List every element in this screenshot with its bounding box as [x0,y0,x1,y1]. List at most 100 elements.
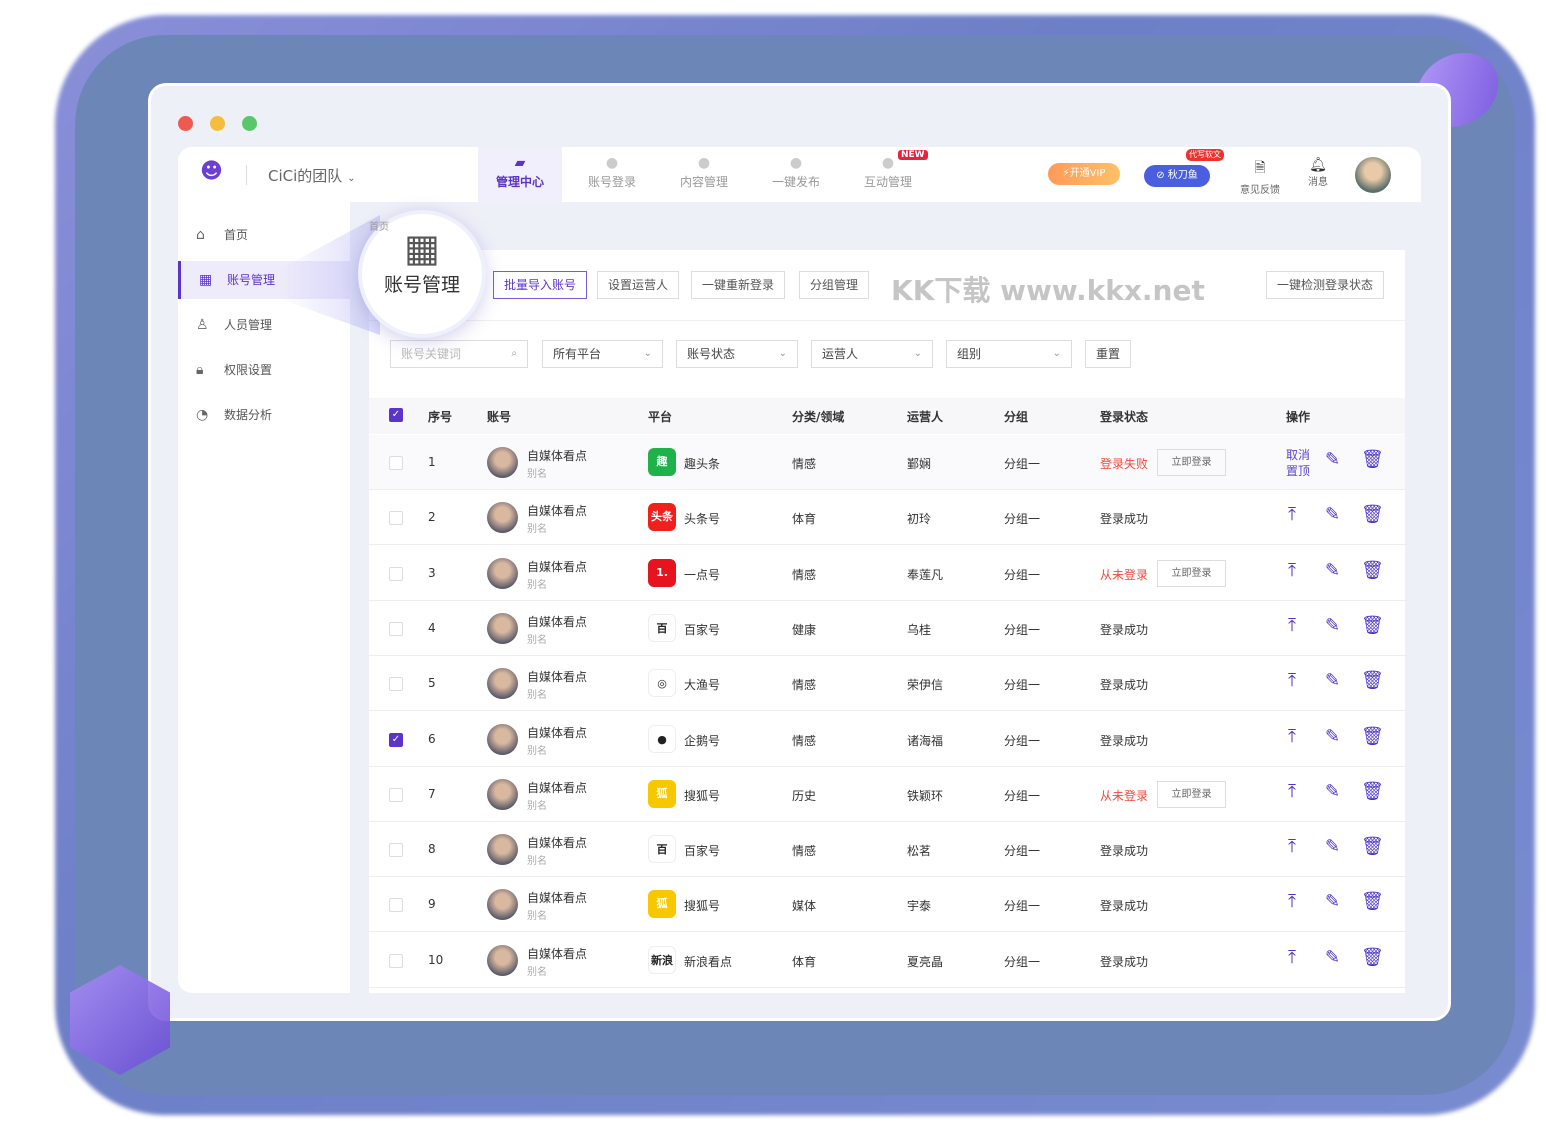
pin-to-top-icon[interactable]: ⤒ [1288,891,1296,913]
sidebar-item-home[interactable]: ⌂ 首页 [178,216,350,254]
operator-select[interactable]: 运营人 ⌄ [811,340,933,368]
robot-logo-icon: ☻ [200,159,223,184]
pin-to-top-icon[interactable]: ⤒ [1288,780,1296,802]
status-select[interactable]: 账号状态 ⌄ [676,340,798,368]
sidebar-item-analytics[interactable]: ◔ 数据分析 [178,396,350,434]
pin-to-top-icon[interactable]: ⤒ [1288,946,1296,968]
account-name[interactable]: 自媒体看点 [527,504,588,519]
tab-management-center[interactable]: ▰ 管理中心 [478,147,562,202]
account-avatar [487,778,518,810]
maximize-window-button[interactable] [242,116,257,131]
tab-one-click-publish[interactable]: ● 一键发布 [754,147,838,202]
pin-to-top-icon[interactable]: ⤒ [1288,614,1296,636]
platform-logo-icon: 百 [648,835,676,864]
login-now-button[interactable]: 立即登录 [1157,780,1226,808]
vip-button[interactable]: ⚡开通VIP [1048,163,1120,185]
tab-account-login[interactable]: ● 账号登录 [570,147,654,202]
group: 分组一 [1004,457,1041,471]
team-switcher[interactable]: CiCi的团队 ⌄ [268,165,355,186]
trash-icon[interactable]: 🗑︎ [1361,449,1384,470]
cancel-pin-button[interactable]: 取消置顶 [1286,448,1311,478]
edit-icon[interactable]: ✎ [1325,836,1341,858]
edit-icon[interactable]: ✎ [1325,725,1341,747]
pin-to-top-icon[interactable]: ⤒ [1288,836,1296,858]
tab-content-management[interactable]: ● 内容管理 [662,147,746,202]
select-all-checkbox[interactable]: ✓ [389,408,403,422]
row-checkbox[interactable] [389,898,403,913]
row-checkbox[interactable] [389,843,403,858]
row-checkbox[interactable] [389,566,403,581]
account-name[interactable]: 自媒体看点 [527,946,588,961]
edit-icon[interactable]: ✎ [1325,504,1341,526]
close-window-button[interactable] [178,116,193,131]
breadcrumb[interactable]: 首页 [369,222,389,233]
reset-button[interactable]: 重置 [1085,340,1131,368]
platform-select[interactable]: 所有平台 ⌄ [542,340,663,368]
minimize-window-button[interactable] [210,116,225,131]
relogin-all-button[interactable]: 一键重新登录 [691,271,786,299]
account-name[interactable]: 自媒体看点 [527,670,588,685]
platform-name: 百家号 [684,622,721,637]
edit-icon[interactable]: ✎ [1325,449,1341,470]
user-avatar[interactable] [1355,157,1391,193]
account-name[interactable]: 自媒体看点 [527,891,588,906]
operator: 松茗 [907,844,932,859]
row-checkbox[interactable] [389,511,403,526]
trash-icon[interactable]: 🗑︎ [1361,946,1384,968]
trash-icon[interactable]: 🗑︎ [1361,614,1384,636]
edit-icon[interactable]: ✎ [1325,780,1341,802]
search-input[interactable]: 账号关键词 ⌕ [390,340,528,368]
sidebar-item-permissions[interactable]: 🔒︎ 权限设置 [178,351,350,389]
pin-to-top-icon[interactable]: ⤒ [1288,725,1296,747]
account-name[interactable]: 自媒体看点 [527,559,588,574]
account-name[interactable]: 自媒体看点 [527,614,588,629]
group-value: 组别 [957,347,982,361]
check-login-status-button[interactable]: 一键检测登录状态 [1266,271,1385,299]
messages-button[interactable]: 🔔︎ 消息 [1308,157,1328,188]
divider [369,320,1405,321]
login-status: 登录失败 [1100,457,1149,471]
row-checkbox[interactable]: ✓ [389,732,403,747]
sidebar-item-staff[interactable]: ♙ 人员管理 [178,306,350,344]
row-checkbox[interactable] [389,953,403,968]
trash-icon[interactable]: 🗑︎ [1361,504,1384,526]
row-checkbox[interactable] [389,677,403,692]
edit-icon[interactable]: ✎ [1325,891,1341,913]
row-checkbox[interactable] [389,787,403,802]
login-now-button[interactable]: 立即登录 [1157,449,1226,476]
edit-icon[interactable]: ✎ [1325,670,1341,692]
login-now-button[interactable]: 立即登录 [1157,559,1226,587]
edit-icon[interactable]: ✎ [1325,559,1341,581]
pin-to-top-icon[interactable]: ⤒ [1288,559,1296,581]
divider [246,165,247,185]
trash-icon[interactable]: 🗑︎ [1361,780,1384,802]
user-icon: ♙ [196,317,209,333]
pin-to-top-icon[interactable]: ⤒ [1288,670,1296,692]
row-checkbox[interactable] [389,456,403,470]
tab-interaction-management[interactable]: ● 互动管理 NEW [846,147,930,202]
batch-import-button[interactable]: 批量导入账号 [493,271,588,299]
trash-icon[interactable]: 🗑︎ [1361,891,1384,913]
account-name[interactable]: 自媒体看点 [527,725,588,740]
sidebar-item-account-management[interactable]: ▦ 账号管理 [178,261,350,299]
account-name[interactable]: 自媒体看点 [527,836,588,851]
account-name[interactable]: 自媒体看点 [527,780,588,795]
account-name[interactable]: 自媒体看点 [527,449,588,463]
new-badge: NEW [898,150,928,160]
set-operator-button[interactable]: 设置运营人 [597,271,680,299]
account-avatar [487,944,518,976]
pin-to-top-icon[interactable]: ⤒ [1288,504,1296,526]
group-management-button[interactable]: 分组管理 [799,271,870,299]
row-checkbox[interactable] [389,621,403,636]
trash-icon[interactable]: 🗑︎ [1361,725,1384,747]
edit-icon[interactable]: ✎ [1325,946,1341,968]
group-select[interactable]: 组别 ⌄ [946,340,1072,368]
trash-icon[interactable]: 🗑︎ [1361,836,1384,858]
trash-icon[interactable]: 🗑︎ [1361,559,1384,581]
qiudaoyu-button[interactable]: ⊘ 秋刀鱼 [1144,165,1210,187]
trash-icon[interactable]: 🗑︎ [1361,670,1384,692]
edit-icon[interactable]: ✎ [1325,614,1341,636]
platform-logo-icon: 狐 [648,890,676,919]
feedback-button[interactable]: 🗎 意见反馈 [1240,157,1280,196]
account-avatar [487,557,518,589]
